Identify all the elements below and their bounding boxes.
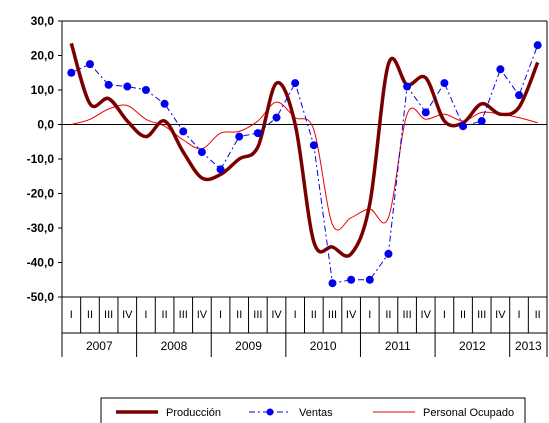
- legend-label-producci-n: Producción: [166, 407, 221, 419]
- quarter-label: IV: [421, 309, 432, 321]
- quarter-label: I: [294, 309, 297, 321]
- data-point-ventas: [347, 275, 356, 284]
- y-tick-label: -50,0: [27, 290, 55, 304]
- data-point-ventas: [496, 65, 505, 74]
- legend-label-personal-ocupado: Personal Ocupado: [423, 407, 514, 419]
- quarter-label: IV: [122, 309, 133, 321]
- legend-label-ventas: Ventas: [299, 407, 333, 419]
- data-point-ventas: [235, 132, 244, 141]
- y-tick-label: -40,0: [27, 256, 55, 270]
- data-point-ventas: [272, 113, 281, 122]
- data-point-ventas: [104, 80, 113, 89]
- series-line-producci-n: [69, 42, 540, 258]
- year-label: 2007: [86, 339, 113, 353]
- year-label: 2011: [385, 339, 411, 353]
- data-point-ventas: [85, 60, 94, 69]
- quarter-label: I: [517, 309, 520, 321]
- data-point-ventas: [179, 127, 188, 136]
- quarter-label: II: [162, 309, 168, 321]
- quarter-label: IV: [346, 309, 357, 321]
- axes: [61, 20, 548, 298]
- data-point-ventas: [328, 279, 337, 288]
- series-line-ventas: [71, 44, 539, 284]
- year-label: 2012: [459, 339, 486, 353]
- data-point-ventas: [160, 99, 169, 108]
- data-point-ventas: [384, 249, 393, 258]
- data-point-ventas: [216, 165, 225, 174]
- data-point-ventas: [533, 41, 542, 50]
- quarter-label: II: [236, 309, 242, 321]
- quarter-label: IV: [197, 309, 208, 321]
- quarter-label: II: [535, 309, 541, 321]
- data-point-ventas: [253, 129, 262, 138]
- y-tick-labels: 30,0 20,0 10,0 0,0 -10,0 -20,0 -30,0 -40,0 -50,0: [27, 14, 62, 304]
- legend-box: [100, 397, 526, 423]
- y-tick-label: 10,0: [31, 83, 55, 97]
- data-point-ventas: [365, 275, 374, 284]
- legend-marker-ventas: [266, 408, 274, 416]
- quarter-label: I: [144, 309, 147, 321]
- data-point-ventas: [309, 141, 318, 150]
- quarter-label: I: [219, 309, 222, 321]
- y-tick-label: 20,0: [31, 49, 55, 63]
- year-label: 2013: [515, 339, 542, 353]
- quarter-label: III: [477, 309, 486, 321]
- quarter-label: III: [179, 309, 188, 321]
- x-axis-categories: I II III IV I II III IV I II III IV I II III IV I II III IV…: [61, 297, 548, 357]
- quarter-label: III: [104, 309, 113, 321]
- quarter-label: II: [385, 309, 391, 321]
- series-lines: [67, 41, 542, 288]
- year-label: 2008: [161, 339, 188, 353]
- y-tick-label: 0,0: [37, 118, 54, 132]
- quarter-label: II: [311, 309, 317, 321]
- data-point-ventas: [291, 79, 300, 88]
- y-tick-label: 30,0: [31, 14, 55, 28]
- quarter-label: III: [328, 309, 337, 321]
- quarter-label: I: [368, 309, 371, 321]
- y-tick-label: -20,0: [27, 187, 55, 201]
- data-point-ventas: [403, 82, 412, 91]
- quarter-label: I: [443, 309, 446, 321]
- data-point-ventas: [515, 91, 524, 100]
- year-label: 2009: [235, 339, 262, 353]
- quarter-label: III: [403, 309, 412, 321]
- quarter-label: III: [253, 309, 262, 321]
- quarter-label: II: [460, 309, 466, 321]
- quarter-label: IV: [271, 309, 282, 321]
- series-line-personal-ocupado: [71, 101, 538, 231]
- quarter-label: IV: [495, 309, 506, 321]
- y-tick-label: -10,0: [27, 152, 55, 166]
- data-point-ventas: [197, 148, 206, 157]
- data-point-ventas: [141, 86, 150, 94]
- data-point-ventas: [477, 117, 486, 126]
- data-point-ventas: [440, 79, 449, 88]
- year-label: 2010: [310, 339, 337, 353]
- legend: Producción Ventas Personal Ocupado: [100, 397, 526, 423]
- data-point-ventas: [123, 82, 132, 91]
- data-point-ventas: [421, 108, 430, 117]
- quarter-label: I: [70, 309, 73, 321]
- y-tick-label: -30,0: [27, 221, 55, 235]
- quarter-label: II: [87, 309, 93, 321]
- data-point-ventas: [67, 68, 76, 77]
- data-point-ventas: [459, 122, 468, 131]
